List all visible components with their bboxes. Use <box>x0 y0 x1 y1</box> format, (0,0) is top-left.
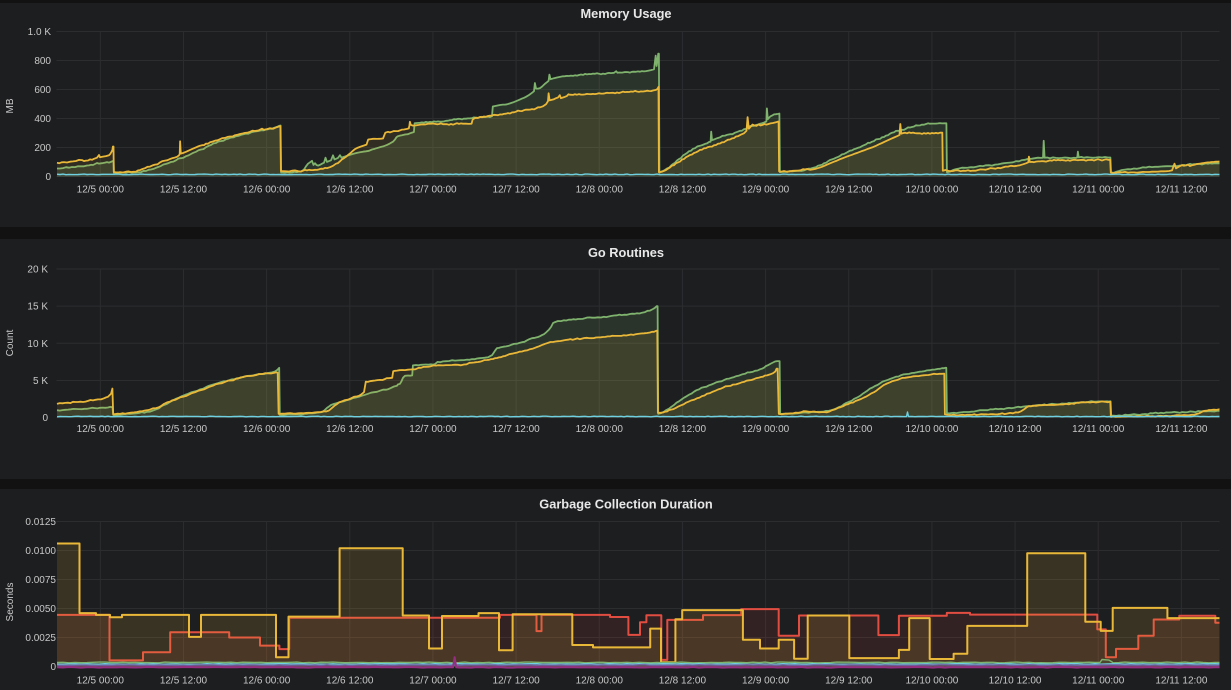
svg-text:12/10 00:00: 12/10 00:00 <box>905 676 958 687</box>
svg-text:12/8 12:00: 12/8 12:00 <box>659 185 707 196</box>
svg-text:12/9 12:00: 12/9 12:00 <box>825 185 873 196</box>
svg-text:12/6 00:00: 12/6 00:00 <box>243 424 291 435</box>
svg-text:12/10 00:00: 12/10 00:00 <box>905 424 958 435</box>
svg-text:200: 200 <box>34 143 51 154</box>
svg-text:12/9 00:00: 12/9 00:00 <box>742 424 790 435</box>
svg-text:12/8 00:00: 12/8 00:00 <box>576 676 624 687</box>
svg-text:12/6 00:00: 12/6 00:00 <box>243 676 291 687</box>
svg-text:Count: Count <box>5 329 16 356</box>
svg-text:12/10 00:00: 12/10 00:00 <box>905 185 958 196</box>
svg-text:12/9 00:00: 12/9 00:00 <box>742 676 790 687</box>
svg-text:0.0125: 0.0125 <box>25 517 56 528</box>
svg-text:12/11 00:00: 12/11 00:00 <box>1072 424 1125 435</box>
svg-text:12/7 12:00: 12/7 12:00 <box>492 185 540 196</box>
svg-text:10 K: 10 K <box>27 339 48 350</box>
svg-text:800: 800 <box>34 56 51 67</box>
svg-text:0: 0 <box>45 172 51 183</box>
svg-text:12/8 12:00: 12/8 12:00 <box>659 676 707 687</box>
svg-text:20 K: 20 K <box>27 265 48 276</box>
svg-text:MB: MB <box>5 98 16 113</box>
svg-text:12/10 12:00: 12/10 12:00 <box>989 185 1042 196</box>
svg-text:12/5 12:00: 12/5 12:00 <box>160 676 208 687</box>
svg-text:1.0 K: 1.0 K <box>28 27 52 38</box>
svg-text:12/9 00:00: 12/9 00:00 <box>742 185 790 196</box>
svg-text:12/9 12:00: 12/9 12:00 <box>825 424 873 435</box>
svg-text:12/5 00:00: 12/5 00:00 <box>77 424 125 435</box>
svg-text:12/5 12:00: 12/5 12:00 <box>160 424 208 435</box>
svg-text:0.0025: 0.0025 <box>25 633 56 644</box>
svg-text:12/8 00:00: 12/8 00:00 <box>576 424 624 435</box>
svg-text:12/9 12:00: 12/9 12:00 <box>825 676 873 687</box>
svg-text:12/5 00:00: 12/5 00:00 <box>77 185 125 196</box>
svg-text:0.0050: 0.0050 <box>25 604 56 615</box>
svg-text:12/8 00:00: 12/8 00:00 <box>576 185 624 196</box>
svg-text:12/7 12:00: 12/7 12:00 <box>492 424 540 435</box>
svg-text:5 K: 5 K <box>33 376 48 387</box>
svg-text:12/5 12:00: 12/5 12:00 <box>160 185 208 196</box>
svg-text:12/11 00:00: 12/11 00:00 <box>1072 676 1125 687</box>
svg-text:12/11 00:00: 12/11 00:00 <box>1072 185 1125 196</box>
svg-text:12/5 00:00: 12/5 00:00 <box>77 676 125 687</box>
svg-text:12/7 00:00: 12/7 00:00 <box>409 185 457 196</box>
svg-text:0.0100: 0.0100 <box>25 546 56 557</box>
svg-text:15 K: 15 K <box>27 302 48 313</box>
svg-text:12/11 12:00: 12/11 12:00 <box>1155 676 1208 687</box>
svg-text:0: 0 <box>50 662 56 673</box>
svg-text:Go Routines: Go Routines <box>588 245 664 260</box>
svg-text:600: 600 <box>34 85 51 96</box>
svg-text:12/7 00:00: 12/7 00:00 <box>409 676 457 687</box>
svg-text:12/10 12:00: 12/10 12:00 <box>989 424 1042 435</box>
svg-text:0: 0 <box>42 413 48 424</box>
svg-text:12/11 12:00: 12/11 12:00 <box>1155 185 1208 196</box>
svg-text:Memory Usage: Memory Usage <box>580 6 671 21</box>
svg-text:12/6 12:00: 12/6 12:00 <box>326 185 374 196</box>
svg-text:12/6 12:00: 12/6 12:00 <box>326 424 374 435</box>
svg-text:12/6 00:00: 12/6 00:00 <box>243 185 291 196</box>
svg-text:Seconds: Seconds <box>5 583 16 622</box>
svg-text:400: 400 <box>34 114 51 125</box>
svg-text:12/11 12:00: 12/11 12:00 <box>1155 424 1208 435</box>
svg-text:12/6 12:00: 12/6 12:00 <box>326 676 374 687</box>
svg-text:Garbage Collection Duration: Garbage Collection Duration <box>539 497 713 512</box>
svg-text:0.0075: 0.0075 <box>25 575 56 586</box>
svg-text:12/10 12:00: 12/10 12:00 <box>989 676 1042 687</box>
svg-text:12/7 12:00: 12/7 12:00 <box>492 676 540 687</box>
svg-text:12/7 00:00: 12/7 00:00 <box>409 424 457 435</box>
svg-text:12/8 12:00: 12/8 12:00 <box>659 424 707 435</box>
